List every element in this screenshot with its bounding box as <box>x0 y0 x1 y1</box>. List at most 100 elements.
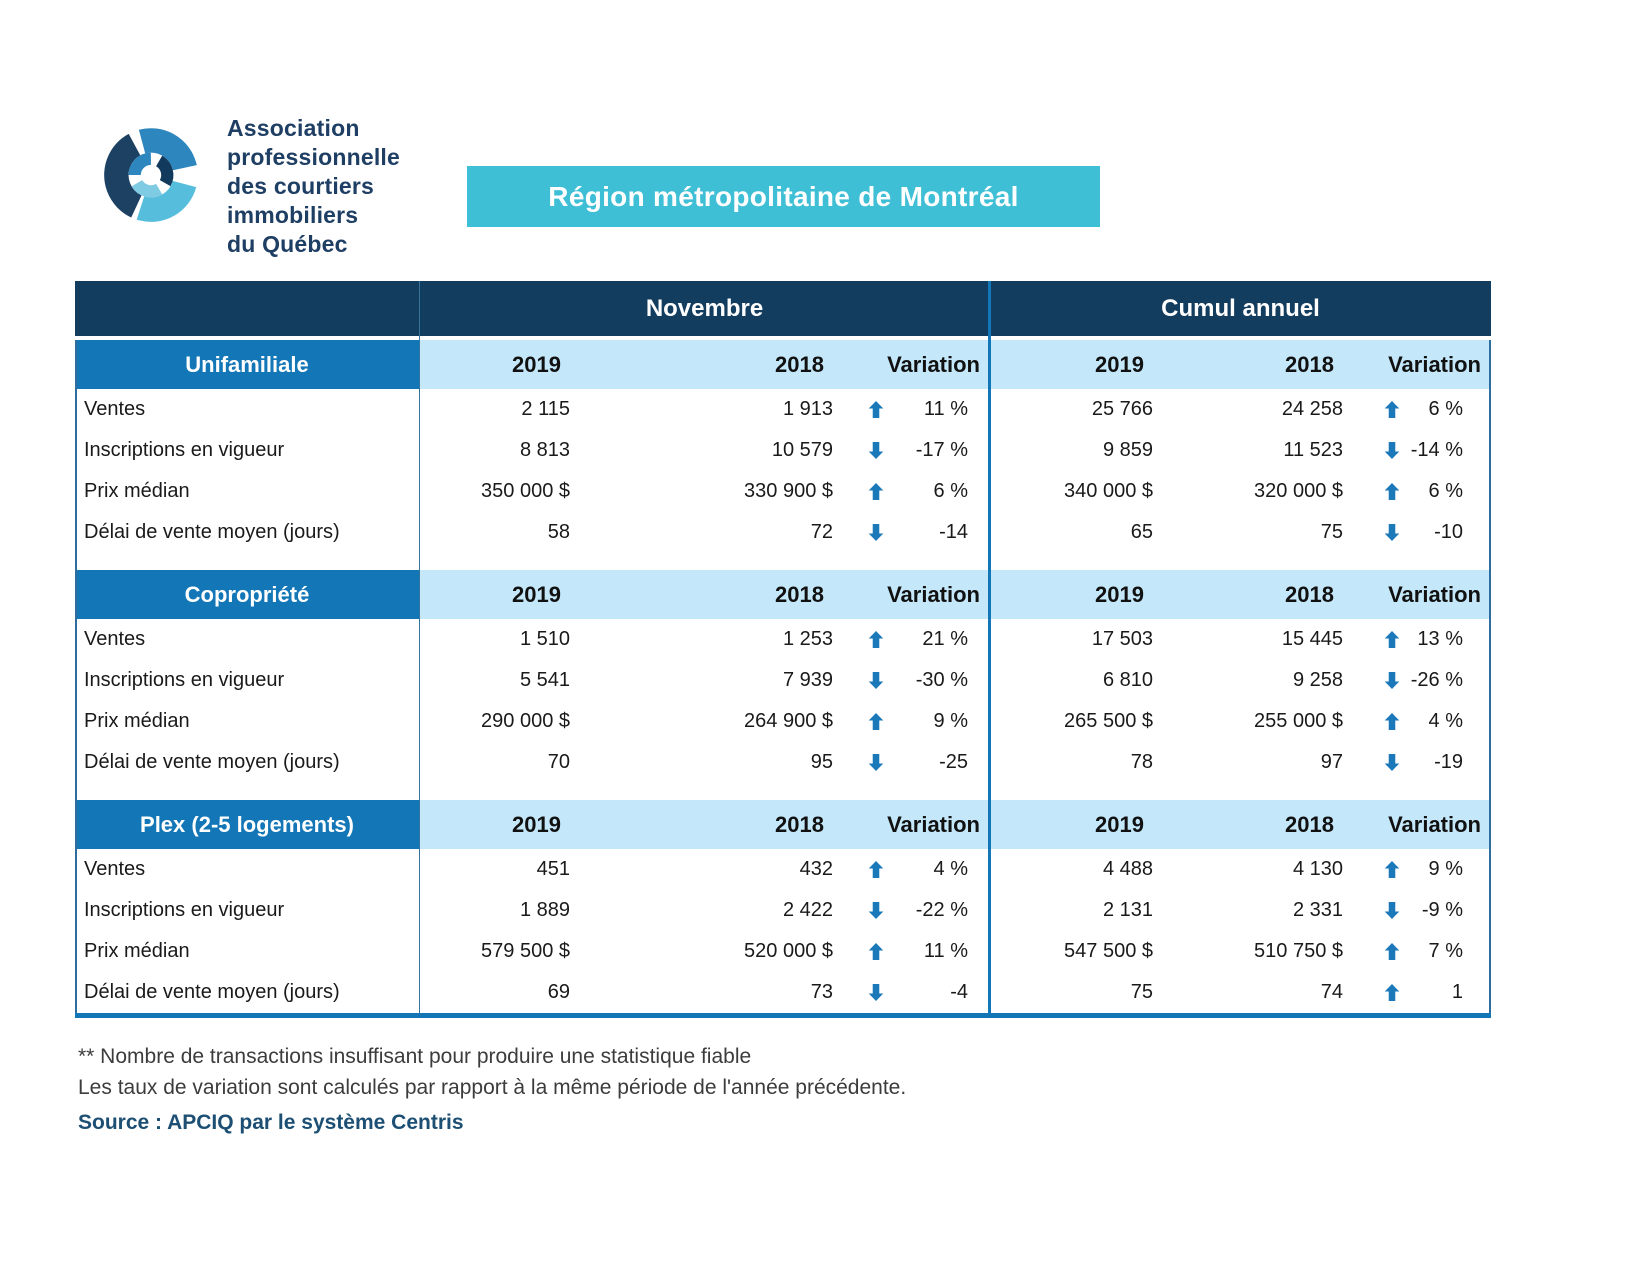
cum-2019-value: 2 131 <box>1102 899 1153 921</box>
cum-2018-value: 15 445 <box>1281 628 1343 650</box>
section-header-row-unifamiliale: Unifamiliale 2019 2018 Variation 2019 20… <box>75 340 1491 389</box>
nov-variation-cell: 11 % <box>838 931 990 972</box>
nov-variation-cell: 9 % <box>838 701 990 742</box>
cum-variation-cell: -10 <box>1348 512 1491 553</box>
nov-variation-value: -25 <box>939 751 968 773</box>
nov-2018-value: 72 <box>810 521 833 543</box>
row-label: Inscriptions en vigueur <box>84 439 285 461</box>
cum-2019-value: 340 000 $ <box>1064 480 1153 502</box>
col-header-variation: Variation <box>838 340 990 389</box>
cum-variation-value: -26 % <box>1410 669 1463 691</box>
arrow-down-icon <box>868 524 884 541</box>
logo-wordmark: Association professionnelle des courtier… <box>227 114 400 259</box>
arrow-down-icon <box>868 672 884 689</box>
cum-variation-cell: 6 % <box>1348 471 1491 512</box>
nov-2018-value: 330 900 $ <box>744 480 833 502</box>
arrow-down-icon <box>1384 902 1400 919</box>
nov-2019-value: 69 <box>547 981 570 1003</box>
table-row: Inscriptions en vigueur 8 813 10 579 -17… <box>75 430 1491 471</box>
nov-variation-value: 21 % <box>922 628 968 650</box>
cum-2019-value: 78 <box>1130 751 1153 773</box>
arrow-up-icon <box>868 861 884 878</box>
nov-2019-value: 58 <box>547 521 570 543</box>
nov-2018-value: 1 913 <box>782 398 833 420</box>
col-header-2018: 2018 <box>575 570 838 619</box>
cum-variation-value: 7 % <box>1428 940 1463 962</box>
col-header-2018: 2018 <box>575 340 838 389</box>
section-name: Plex (2-5 logements) <box>75 800 419 849</box>
cum-2019-value: 4 488 <box>1102 858 1153 880</box>
logo-line: Association <box>227 115 360 141</box>
logo-line: immobiliers <box>227 202 359 228</box>
footnotes: ** Nombre de transactions insuffisant po… <box>78 1041 906 1138</box>
row-label: Ventes <box>84 858 146 880</box>
section-gap <box>75 783 1491 800</box>
table-row: Ventes 451 432 4 % 4 488 4 130 9 % <box>75 849 1491 890</box>
corner-cell <box>75 281 419 336</box>
nov-2018-value: 432 <box>799 858 833 880</box>
nov-variation-value: -30 % <box>915 669 968 691</box>
nov-variation-cell: -17 % <box>838 430 990 471</box>
nov-variation-value: 9 % <box>933 710 968 732</box>
cum-variation-cell: -14 % <box>1348 430 1491 471</box>
cum-variation-value: 1 <box>1451 981 1463 1003</box>
group-header-cumul-annuel: Cumul annuel <box>990 281 1491 336</box>
logo-line: du Québec <box>227 231 348 257</box>
table-row: Prix médian 290 000 $ 264 900 $ 9 % 265 … <box>75 701 1491 742</box>
nov-2019-value: 290 000 $ <box>481 710 570 732</box>
nov-2019-value: 70 <box>547 751 570 773</box>
stats-table: Novembre Cumul annuel Unifamiliale 2019 … <box>75 281 1491 1018</box>
cum-2018-value: 320 000 $ <box>1254 480 1343 502</box>
cum-2018-value: 510 750 $ <box>1254 940 1343 962</box>
cum-2018-value: 75 <box>1320 521 1343 543</box>
col-header-variation: Variation <box>838 800 990 849</box>
nov-2019-value: 350 000 $ <box>481 480 570 502</box>
nov-variation-value: 6 % <box>933 480 968 502</box>
col-header-2019: 2019 <box>419 340 575 389</box>
nov-2019-value: 8 813 <box>519 439 570 461</box>
row-label: Délai de vente moyen (jours) <box>84 751 340 773</box>
footnote-insufficient-transactions: ** Nombre de transactions insuffisant po… <box>78 1045 752 1068</box>
cum-variation-value: 9 % <box>1428 858 1463 880</box>
nov-2018-value: 10 579 <box>771 439 833 461</box>
nov-variation-value: -14 <box>939 521 968 543</box>
row-label: Ventes <box>84 398 146 420</box>
table-row: Délai de vente moyen (jours) 70 95 -25 7… <box>75 742 1491 783</box>
table-row: Inscriptions en vigueur 5 541 7 939 -30 … <box>75 660 1491 701</box>
nov-variation-value: -22 % <box>915 899 968 921</box>
page-title: Région métropolitaine de Montréal <box>548 180 1019 212</box>
cum-2019-value: 17 503 <box>1091 628 1153 650</box>
arrow-up-icon <box>868 713 884 730</box>
nov-2019-value: 451 <box>536 858 570 880</box>
arrow-up-icon <box>1384 401 1400 418</box>
cum-variation-value: -10 <box>1434 521 1463 543</box>
col-header-2018: 2018 <box>575 800 838 849</box>
nov-variation-value: 11 % <box>923 398 968 420</box>
cum-variation-cell: 13 % <box>1348 619 1491 660</box>
col-header-2018: 2018 <box>1158 340 1348 389</box>
cum-variation-value: -9 % <box>1421 899 1463 921</box>
arrow-up-icon <box>1384 984 1400 1001</box>
arrow-down-icon <box>1384 442 1400 459</box>
cum-2018-value: 97 <box>1320 751 1343 773</box>
row-label: Inscriptions en vigueur <box>84 899 285 921</box>
arrow-up-icon <box>1384 861 1400 878</box>
nov-2018-value: 95 <box>810 751 833 773</box>
logo-line: des courtiers <box>227 173 375 199</box>
nov-2019-value: 579 500 $ <box>481 940 570 962</box>
col-header-variation: Variation <box>1348 340 1491 389</box>
cum-variation-cell: 1 <box>1348 972 1491 1013</box>
cum-2018-value: 24 258 <box>1281 398 1343 420</box>
col-header-2019: 2019 <box>419 570 575 619</box>
cum-2018-value: 2 331 <box>1292 899 1343 921</box>
cum-variation-value: -14 % <box>1410 439 1463 461</box>
group-header-novembre: Novembre <box>419 281 990 336</box>
arrow-up-icon <box>868 401 884 418</box>
table-row: Ventes 2 115 1 913 11 % 25 766 24 258 6 … <box>75 389 1491 430</box>
cum-2018-value: 11 523 <box>1283 439 1343 461</box>
col-header-2018: 2018 <box>1158 570 1348 619</box>
apciq-logo: Association professionnelle des courtier… <box>95 98 400 259</box>
nov-2018-value: 2 422 <box>782 899 833 921</box>
section-header-row-copropriete: Copropriété 2019 2018 Variation 2019 201… <box>75 570 1491 619</box>
nov-variation-cell: 4 % <box>838 849 990 890</box>
